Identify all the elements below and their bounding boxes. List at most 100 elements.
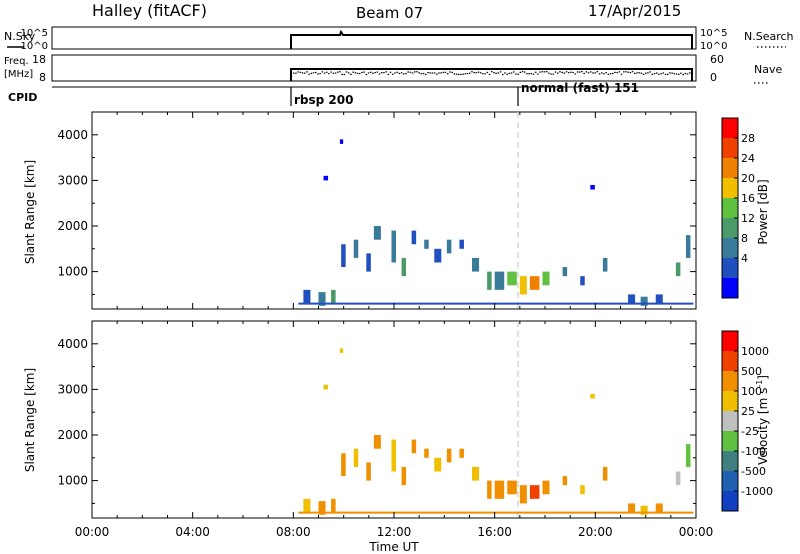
nave-dot: [554, 71, 557, 73]
power-panel-frame: [91, 111, 697, 310]
colorbar-tick-label: 28: [741, 132, 755, 145]
cpid-strip: CPID rbsp 200 normal (fast) 151: [8, 81, 696, 107]
date-title: 17/Apr/2015: [588, 2, 681, 20]
nave-dot: [475, 72, 478, 74]
velocity-echo: [323, 384, 329, 390]
nave-dot: [653, 72, 656, 75]
nave-dot: [407, 71, 409, 73]
nave-dot: [438, 72, 440, 74]
freq-unit: [MHz]: [4, 69, 33, 80]
nave-dot: [620, 73, 623, 75]
power-echo: [487, 271, 492, 290]
nave-dot: [658, 73, 660, 75]
colorbar-swatch: [722, 371, 738, 392]
velocity-colorbar: 1000 500 100 25 -25 -100 -500 -1000: [721, 330, 773, 512]
power-panel: 4000 3000 2000 1000 Slant Range [km]: [23, 111, 697, 310]
velocity-echo: [331, 498, 336, 513]
beam-title: Beam 07: [356, 4, 423, 22]
y-tick-label: 2000: [57, 219, 88, 233]
y-tick-label: 3000: [57, 382, 88, 396]
power-echo: [373, 226, 381, 240]
power-echo: [331, 289, 336, 304]
nave-dot: [607, 73, 610, 75]
power-x-ticks: [91, 112, 697, 309]
velocity-echo-layer: [298, 348, 694, 515]
cpid-event-2: normal (fast) 151: [521, 81, 639, 95]
nave-dot: [581, 71, 583, 73]
nave-dot: [352, 71, 354, 73]
freq-tick-bottom: 8: [39, 71, 46, 84]
nave-dot: [310, 72, 313, 74]
nave-dot: [627, 71, 629, 73]
nave-dot: [420, 73, 423, 75]
nave-dot: [416, 71, 418, 73]
power-echo-layer: [298, 139, 694, 306]
power-echo: [580, 276, 585, 286]
colorbar-frame: [721, 117, 739, 299]
power-echo: [446, 239, 452, 254]
nave-dot: [312, 72, 315, 74]
nave-dot: [603, 73, 605, 75]
power-echo: [366, 253, 371, 272]
velocity-echo: [685, 444, 691, 467]
power-y-axis: 4000 3000 2000 1000: [57, 128, 696, 295]
colorbar-tick-label: 16: [741, 192, 755, 205]
nave-dot: [374, 71, 376, 74]
nave-dot: [541, 71, 544, 73]
nave-dot: [422, 72, 425, 75]
nave-dot: [636, 72, 638, 74]
nave-dot: [323, 72, 326, 74]
colorbar-tick-label: -1000: [741, 485, 773, 498]
power-echo: [562, 267, 568, 277]
nave-dot: [517, 73, 519, 75]
velocity-echo: [411, 439, 417, 454]
power-echo: [318, 292, 326, 306]
nsky-tick-top: 10^5: [21, 28, 48, 39]
colorbar-swatch: [722, 238, 738, 259]
nave-dot: [587, 72, 590, 74]
y-tick-label: 4000: [57, 128, 88, 142]
nave-dot: [526, 73, 528, 75]
power-echo: [339, 139, 344, 144]
nave-dot: [539, 71, 541, 73]
nave-dot: [515, 73, 517, 75]
nave-dot: [345, 71, 348, 73]
colorbar-tick-label: 8: [741, 232, 748, 245]
power-echo: [640, 296, 648, 306]
nave-label: Nave: [754, 63, 782, 76]
nave-dot: [453, 73, 456, 75]
nave-dot: [444, 71, 447, 73]
colorbar-swatch: [722, 178, 738, 199]
velocity-echo: [434, 457, 442, 472]
nave-dot: [689, 72, 691, 74]
nave-dot: [664, 73, 667, 76]
nave-dot: [480, 72, 482, 74]
nave-dot: [634, 72, 636, 75]
colorbar-tick-label: 20: [741, 172, 755, 185]
velocity-echo: [487, 480, 492, 499]
nave-dot: [488, 73, 491, 76]
colorbar-swatch: [722, 351, 738, 372]
nave-dot: [618, 71, 621, 73]
nave-dot: [482, 73, 484, 75]
velocity-echo: [459, 448, 464, 458]
nave-dot: [561, 71, 563, 74]
time-tick-label: 08:00: [276, 525, 311, 539]
power-echo: [542, 271, 550, 286]
power-echo: [424, 239, 429, 249]
nave-dot: [308, 73, 310, 75]
nave-dot: [361, 71, 363, 74]
cpid-event-1: rbsp 200: [294, 93, 353, 107]
nave-dot: [348, 72, 350, 74]
nave-dot: [409, 71, 412, 73]
velocity-echo: [628, 503, 636, 513]
colorbar-swatch: [722, 138, 738, 159]
nave-dot: [508, 72, 511, 74]
nave-dot: [506, 73, 508, 75]
nave-dot: [433, 72, 436, 74]
nave-dot: [491, 71, 493, 73]
freq-trace: [290, 68, 693, 81]
nave-dot: [532, 73, 535, 75]
colorbar-swatch: [722, 218, 738, 239]
velocity-colorbar-label-sup: -1: [755, 380, 764, 388]
